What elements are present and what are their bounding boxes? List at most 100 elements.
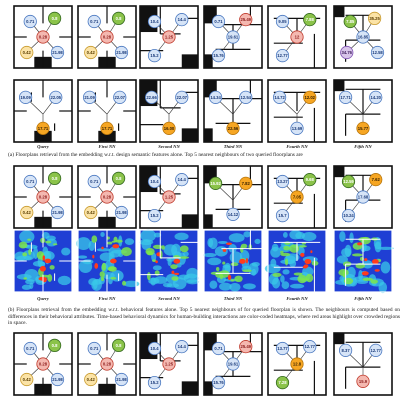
graph-node-value: 0.28 — [103, 195, 112, 200]
heatmap-hotspot — [226, 242, 233, 246]
graph-node — [147, 341, 162, 356]
graph-node — [275, 209, 290, 223]
graph-node-value: 7.05 — [293, 195, 302, 200]
heatmap-region — [229, 282, 241, 292]
graph-node-value: 17.71 — [102, 126, 113, 131]
graph-node-value: 14.4 — [178, 344, 187, 349]
graph-node-value: 17.68 — [358, 195, 369, 200]
graph-node — [147, 375, 162, 390]
graph-node — [23, 14, 37, 29]
graph-node — [112, 338, 126, 352]
graph-node — [87, 14, 101, 29]
graph-node-value: 0.8 — [52, 16, 58, 21]
graph-node-value: 0.71 — [26, 179, 35, 184]
graph-node — [145, 90, 159, 104]
graph-node-value: 35.25 — [369, 16, 380, 21]
graph-node-value: 14.20 — [371, 95, 382, 100]
graph-node — [100, 357, 114, 371]
heatmap-region — [45, 240, 52, 244]
graph-node-value: 7.85 — [346, 19, 355, 24]
heatmap-region — [167, 258, 172, 267]
heatmap-region — [141, 239, 152, 251]
heatmap-region — [230, 279, 235, 282]
graph-node-value: 0.71 — [90, 346, 99, 351]
heatmap-region — [32, 260, 45, 267]
graph-node-value: 0.42 — [23, 50, 32, 55]
graph-node-value: 1.25 — [165, 362, 174, 367]
heatmap-hotspot — [39, 265, 46, 272]
heatmap-region — [207, 257, 222, 266]
heatmap-region — [179, 245, 189, 253]
graph-node — [239, 340, 253, 354]
column-label: Fourth NN — [286, 144, 308, 149]
graph-node — [23, 174, 37, 189]
graph-node — [50, 205, 65, 220]
floorplan-solid-region — [334, 166, 345, 178]
heatmap-region — [362, 277, 374, 281]
graph-node — [23, 341, 37, 356]
floorplan-panel: 8.37 12.77 15.9 — [333, 332, 393, 396]
floorplan-panel: 0.71 25.49 19.61 15.76 — [203, 332, 263, 396]
heatmap-region — [230, 262, 239, 267]
graph-node-value: 21.98 — [52, 210, 63, 215]
graph-node — [275, 48, 290, 63]
graph-node-value: 22.07 — [115, 95, 126, 100]
heatmap-region — [280, 275, 285, 283]
heatmap-hotspot — [92, 254, 95, 259]
graph-node — [303, 13, 317, 27]
graph-node — [113, 90, 127, 104]
graph-node-value: 0.71 — [26, 19, 35, 24]
graph-node — [290, 30, 304, 44]
graph-node-value: 21.09 — [84, 95, 95, 100]
graph-node-value: 0.28 — [103, 362, 112, 367]
heatmap-region — [153, 232, 162, 238]
graph-node — [275, 341, 290, 356]
graph-node-value: 0.28 — [39, 35, 48, 40]
heatmap-region — [78, 260, 93, 274]
graph-node-value: 22.56 — [228, 126, 239, 131]
heatmap-hotspot — [239, 258, 246, 264]
graph-node — [175, 173, 189, 187]
heatmap-region — [351, 253, 363, 257]
graph-node-value: 15.92 — [210, 181, 221, 186]
graph-node — [341, 209, 356, 223]
graph-node-value: 14.72 — [274, 95, 285, 100]
heatmap-region — [209, 280, 218, 289]
column-label: Fourth NN — [286, 296, 308, 301]
heatmap-region — [282, 232, 288, 238]
heatmap-region — [242, 269, 252, 273]
heatmap-region — [339, 231, 346, 242]
graph-node — [175, 13, 189, 27]
graph-node-value: 15.76 — [213, 53, 224, 58]
graph-node-value: 15.76 — [213, 380, 224, 385]
graph-node-value: 22.05 — [51, 95, 62, 100]
heatmap-region — [108, 266, 115, 271]
heatmap-region — [100, 231, 105, 237]
heatmap-region — [218, 240, 228, 244]
heatmap-region — [152, 265, 162, 271]
graph-node-value: 7.28 — [278, 380, 287, 385]
floorplan-panel: 0.71 25.49 19.61 15.76 — [203, 5, 263, 69]
graph-node-value: 15.2 — [150, 53, 159, 58]
heatmap-region — [215, 271, 223, 278]
floorplan-panel: 9.05 7.88 12 12.77 — [267, 5, 327, 69]
graph-node-value: 8.37 — [342, 348, 351, 353]
graph-node-value: 0.8 — [116, 343, 122, 348]
floorplan-panel: 10.4 14.4 1.25 15.2 — [139, 5, 199, 69]
graph-node — [239, 90, 253, 104]
heatmap-region — [36, 251, 45, 260]
graph-node-value: 17.71 — [340, 95, 351, 100]
heatmap-region — [29, 282, 34, 289]
graph-node — [356, 121, 370, 135]
graph-node — [100, 190, 114, 204]
floorplan-solid-region — [181, 128, 198, 142]
graph-node-value: 13.69 — [292, 126, 303, 131]
heatmap-region — [124, 238, 135, 245]
graph-node — [211, 48, 226, 63]
graph-node — [162, 30, 176, 44]
graph-node — [19, 90, 33, 104]
graph-node-value: 0.8 — [52, 343, 58, 348]
heatmap-region — [147, 272, 151, 281]
graph-node — [47, 171, 62, 185]
